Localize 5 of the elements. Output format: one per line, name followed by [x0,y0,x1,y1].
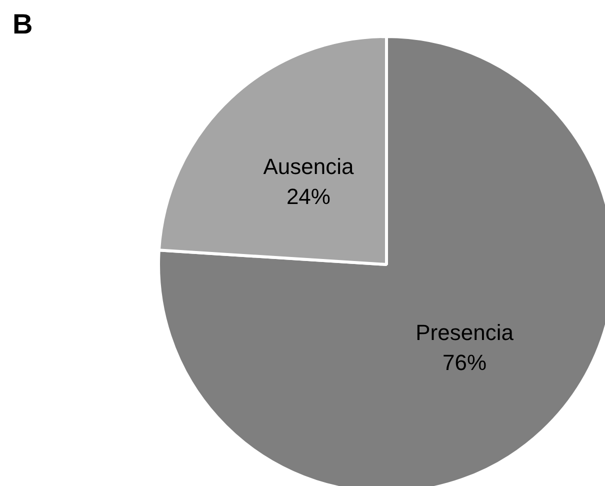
chart-title: B [12,8,33,40]
slice-label: Presencia [416,320,514,346]
data-label: 76% [442,350,487,376]
data-label: 24% [286,184,330,209]
slice-label: Ausencia [263,154,354,179]
